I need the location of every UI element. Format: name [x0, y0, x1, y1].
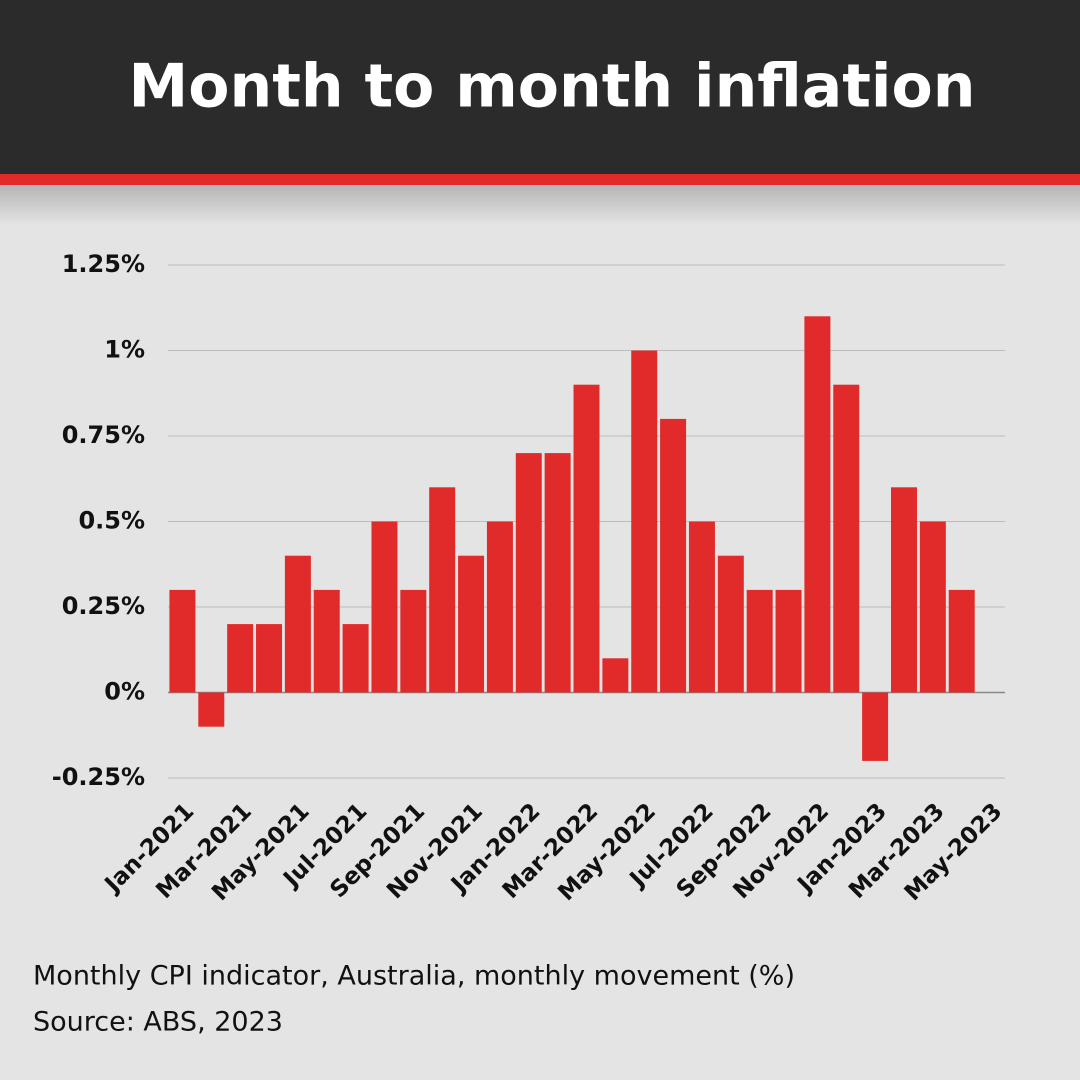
header-stripe	[0, 174, 1080, 185]
bar	[486, 521, 513, 693]
bar	[169, 589, 196, 693]
bar	[256, 624, 283, 693]
header-shadow	[0, 185, 1080, 225]
bar	[515, 453, 542, 693]
bar	[746, 589, 773, 693]
bar	[775, 589, 802, 693]
bar	[631, 350, 658, 693]
bar	[400, 589, 427, 693]
bar	[919, 521, 946, 693]
y-tick-label: 0.75%	[62, 421, 145, 449]
bar	[717, 555, 744, 693]
y-tick-label: 1%	[104, 336, 145, 364]
bar	[458, 555, 485, 693]
bar	[284, 555, 311, 693]
y-tick-label: -0.25%	[52, 763, 145, 791]
header	[0, 0, 1080, 174]
bar	[313, 589, 340, 693]
bar	[429, 487, 456, 693]
chart-title: Month to month inflation	[129, 52, 976, 122]
bar	[227, 624, 254, 693]
bar	[660, 418, 687, 693]
source: Source: ABS, 2023	[33, 1007, 283, 1038]
bar	[890, 487, 917, 693]
bar	[198, 692, 225, 727]
caption: Monthly CPI indicator, Australia, monthl…	[33, 961, 795, 992]
y-tick-label: 1.25%	[62, 250, 145, 278]
bar	[602, 658, 629, 693]
y-tick-label: 0.5%	[78, 507, 145, 535]
bar	[833, 384, 860, 693]
bar	[342, 624, 369, 693]
bar	[688, 521, 715, 693]
bar	[573, 384, 600, 693]
bar	[544, 453, 571, 693]
y-tick-label: 0%	[104, 678, 145, 706]
bar	[862, 692, 889, 761]
bar	[371, 521, 398, 693]
bar	[948, 589, 975, 693]
y-tick-label: 0.25%	[62, 592, 145, 620]
bar	[804, 316, 831, 693]
